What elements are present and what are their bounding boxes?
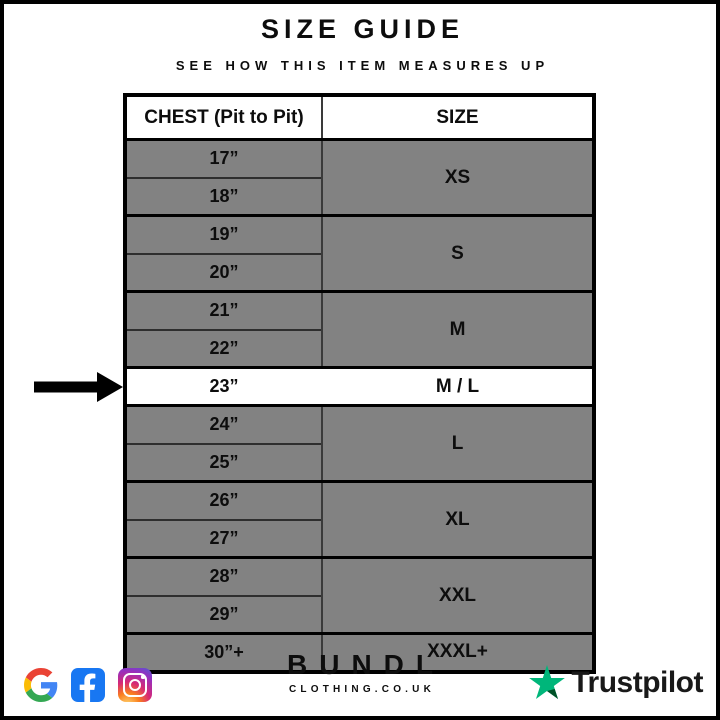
measurement-cell: 18” xyxy=(125,176,323,216)
size-cell: L xyxy=(322,404,594,482)
page-title: SIZE GUIDE xyxy=(260,14,465,44)
size-row: 22” xyxy=(125,328,594,368)
instagram-lens xyxy=(129,679,141,691)
brand-logo: BUNDL CLOTHING.CO.UK xyxy=(4,649,716,695)
measurement-cell: 19” xyxy=(125,214,323,254)
size-cell: XS xyxy=(322,138,594,216)
measurement-cell: 17” xyxy=(125,138,323,178)
measurement-cell: 20” xyxy=(125,252,323,292)
brand-domain: CLOTHING.CO.UK xyxy=(288,683,436,695)
size-cell: XXL xyxy=(322,556,594,634)
measurement-cell: 21” xyxy=(125,290,323,330)
size-row: 21” M xyxy=(125,290,594,368)
measurement-cell: 30”+ xyxy=(125,632,323,672)
table-header-row: CHEST (Pit to Pit) SIZE xyxy=(125,95,594,141)
trustpilot-star-icon xyxy=(529,665,566,699)
column-header-size: SIZE xyxy=(322,95,594,141)
size-row: 27” xyxy=(125,518,594,558)
measurement-cell: 24” xyxy=(125,404,323,444)
measurement-cell: 27” xyxy=(125,518,323,558)
social-icons xyxy=(24,668,152,702)
size-row: 26” XL xyxy=(125,480,594,558)
google-icon[interactable] xyxy=(24,668,58,702)
size-guide-table: CHEST (Pit to Pit) SIZE 17” XS 18” 19” S 20” 2… xyxy=(34,93,596,674)
trustpilot-logo[interactable]: Trustpilot xyxy=(529,665,703,700)
size-row: 18” xyxy=(125,176,594,216)
measurement-cell: 25” xyxy=(125,442,323,482)
measurement-cell: 23” xyxy=(34,366,323,406)
instagram-flash-dot xyxy=(141,675,145,679)
size-cell: XXXL+ xyxy=(322,632,594,672)
instagram-icon[interactable] xyxy=(118,668,152,702)
highlighted-size-row: 23” M / L xyxy=(34,366,594,406)
measurement-cell: 22” xyxy=(125,328,323,368)
size-row: 30”+ XXXL+ xyxy=(125,632,594,672)
measurement-cell: 26” xyxy=(125,480,323,520)
highlight-arrow-icon xyxy=(34,371,123,402)
measurement-cell: 29” xyxy=(125,594,323,634)
size-cell: M xyxy=(322,290,594,368)
size-row: 20” xyxy=(125,252,594,292)
measurement-cell: 28” xyxy=(125,556,323,596)
size-row: 25” xyxy=(125,442,594,482)
facebook-icon[interactable] xyxy=(71,668,105,702)
size-cell: S xyxy=(322,214,594,292)
instagram-camera-outline xyxy=(123,673,147,697)
brand-name: BUNDL xyxy=(287,649,445,680)
trustpilot-wordmark: Trustpilot xyxy=(571,665,703,699)
size-cell: M / L xyxy=(322,366,594,406)
size-cell: XL xyxy=(322,480,594,558)
size-row: 17” XS xyxy=(125,138,594,216)
page-subtitle: SEE HOW THIS ITEM MEASURES UP xyxy=(175,58,550,73)
column-header-chest: CHEST (Pit to Pit) xyxy=(125,95,323,141)
size-row: 28” XXL xyxy=(125,556,594,634)
size-row: 24” L xyxy=(125,404,594,482)
size-row: 29” xyxy=(125,594,594,634)
size-row: 19” S xyxy=(125,214,594,292)
